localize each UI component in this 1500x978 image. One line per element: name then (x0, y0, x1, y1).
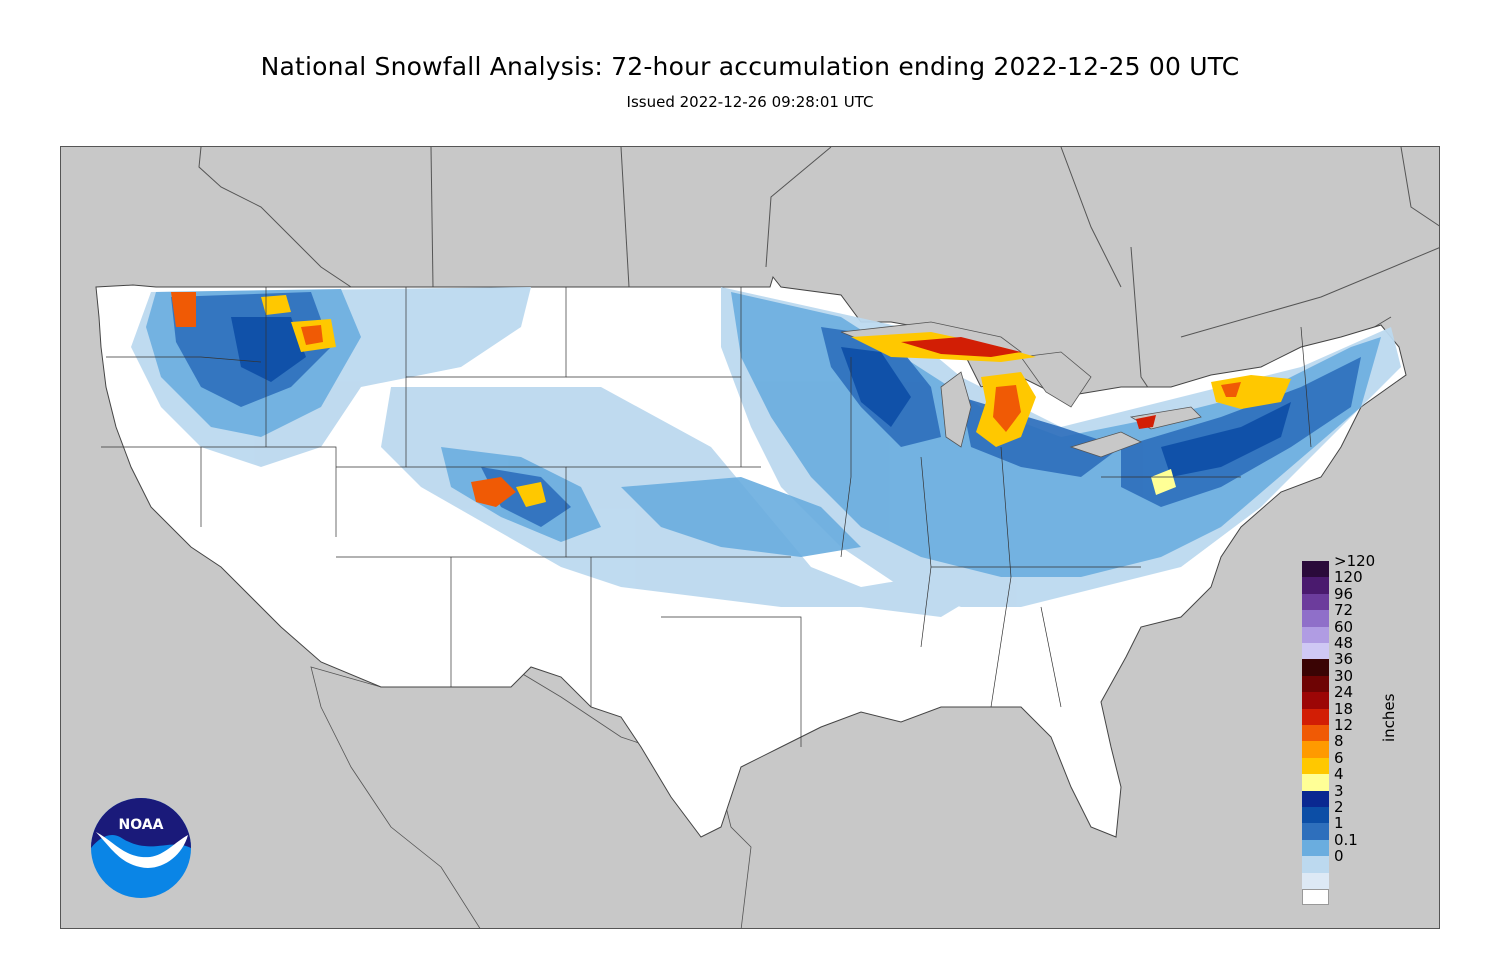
legend-label: 96 (1334, 584, 1354, 603)
legend-label: 24 (1334, 683, 1354, 702)
legend-label: 3 (1334, 781, 1344, 800)
legend-label: >120 (1334, 552, 1376, 570)
legend-swatch (1302, 856, 1329, 873)
snow-4in (231, 317, 1291, 477)
legend-units-label: inches (1380, 693, 1398, 742)
legend-label: 4 (1334, 765, 1344, 784)
legend-swatch (1302, 839, 1329, 857)
legend-swatch (1302, 626, 1329, 643)
legend-label: 12 (1334, 716, 1354, 734)
legend-label: 60 (1334, 617, 1354, 636)
legend-swatch (1302, 757, 1329, 775)
noaa-logo: NOAA (90, 797, 192, 899)
legend-swatch (1302, 692, 1329, 709)
legend-swatch (1302, 807, 1329, 824)
legend-label: 0.1 (1334, 830, 1358, 849)
legend-label: 120 (1334, 568, 1363, 587)
legend-swatch (1302, 593, 1329, 611)
legend-label: 72 (1334, 601, 1354, 620)
legend-swatch (1302, 725, 1329, 742)
legend-label: 6 (1334, 748, 1344, 767)
legend-swatch (1302, 610, 1329, 627)
legend-label: 0 (1334, 847, 1344, 866)
map-title: National Snowfall Analysis: 72-hour accu… (260, 52, 1240, 81)
legend-label: 2 (1334, 798, 1344, 816)
logo-text: NOAA (119, 817, 164, 833)
legend-swatch (1302, 708, 1329, 725)
legend-swatch (1302, 872, 1329, 889)
legend-label: 1 (1334, 814, 1344, 833)
legend-swatch (1302, 659, 1329, 676)
legend-swatch (1302, 741, 1329, 758)
snowfall-map (60, 146, 1440, 929)
legend-label: 30 (1334, 666, 1354, 685)
legend-swatch (1302, 561, 1329, 578)
legend-swatch (1302, 675, 1329, 693)
legend-swatch (1302, 823, 1329, 840)
legend-label: 18 (1334, 699, 1354, 718)
legend-label: 48 (1334, 634, 1354, 652)
issued-timestamp: Issued 2022-12-26 09:28:01 UTC (626, 93, 874, 111)
legend-swatch (1302, 889, 1329, 906)
legend-swatch (1302, 577, 1329, 594)
legend-swatch (1302, 643, 1329, 660)
legend-label: 36 (1334, 650, 1354, 669)
map-canvas (95, 147, 1439, 928)
country-borders (198, 147, 1439, 408)
legend-swatch (1302, 774, 1329, 791)
legend-swatch (1302, 790, 1329, 807)
state-borders (101, 287, 1312, 747)
snow-extreme (171, 292, 1291, 507)
legend-label: 8 (1334, 732, 1344, 751)
